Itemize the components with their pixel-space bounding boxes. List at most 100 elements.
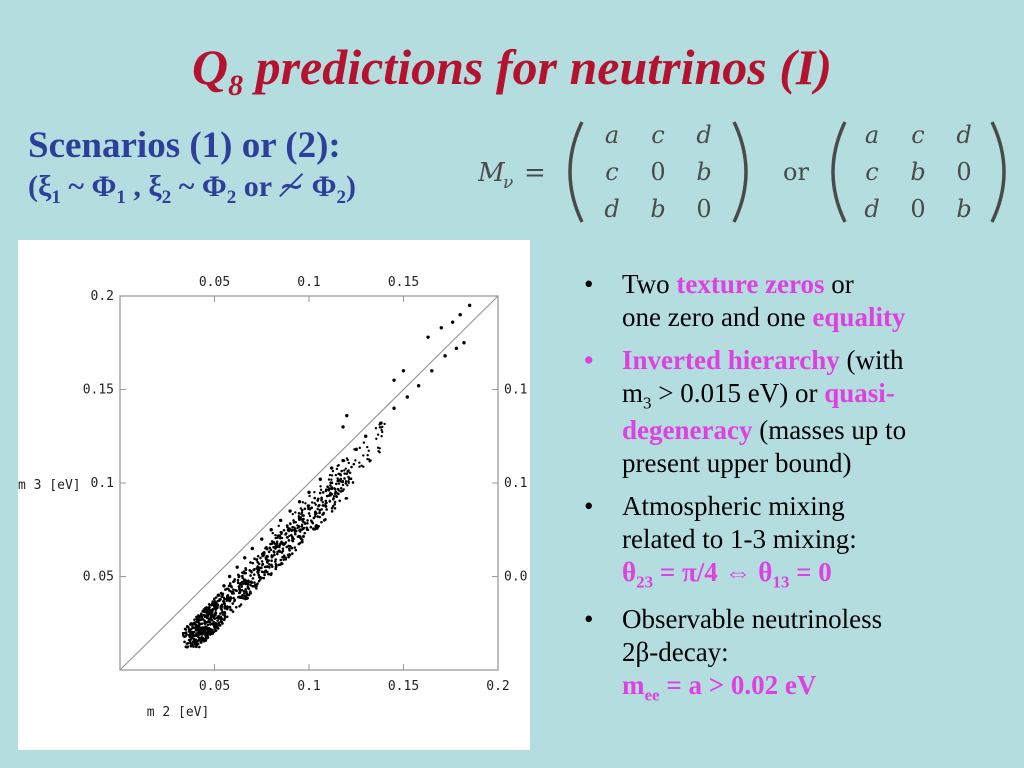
data-point: [189, 632, 193, 635]
data-point: [243, 556, 247, 560]
bullet-double-beta-decay: • Observable neutrinoless 2β-decay: mee …: [584, 603, 883, 705]
data-point: [290, 546, 293, 550]
y-tick-label: 0.05: [83, 570, 114, 585]
data-point: [206, 632, 209, 636]
data-point: [331, 469, 335, 473]
data-point: [225, 605, 229, 608]
data-point: [308, 514, 312, 518]
data-point: [244, 588, 247, 591]
data-point: [217, 621, 220, 625]
data-point: [194, 628, 198, 632]
data-point: [316, 507, 319, 511]
data-point: [202, 613, 206, 617]
data-point: [430, 369, 434, 373]
data-point: [303, 522, 307, 525]
data-point: [462, 341, 466, 345]
data-point: [405, 395, 409, 399]
data-point: [228, 605, 232, 609]
data-point: [306, 521, 309, 525]
data-point: [318, 477, 323, 481]
data-point: [301, 501, 305, 504]
data-point: [344, 497, 348, 500]
data-point: [318, 491, 322, 495]
data-point: [401, 369, 406, 373]
data-point: [270, 565, 274, 568]
data-point: [193, 618, 196, 621]
data-point: [294, 520, 297, 524]
matrix2-entry: 0: [956, 158, 971, 186]
data-point: [228, 582, 232, 585]
data-point: [284, 532, 288, 535]
data-point: [219, 618, 223, 621]
data-point: [328, 473, 332, 477]
data-point: [213, 602, 217, 606]
matrix1-entry: d: [604, 195, 619, 223]
data-point: [319, 488, 323, 491]
data-point: [330, 481, 334, 484]
data-point: [245, 590, 248, 594]
matrix1-entry: c: [651, 121, 664, 149]
data-point: [329, 466, 334, 470]
data-point: [263, 565, 267, 569]
data-point: [303, 507, 307, 511]
data-point: [200, 622, 204, 625]
data-point: [321, 501, 325, 504]
data-point: [333, 492, 337, 495]
data-point: [333, 503, 336, 506]
data-point: [314, 527, 317, 531]
data-point: [344, 482, 348, 485]
data-point: [333, 506, 337, 510]
data-point: [209, 631, 212, 634]
data-point: [236, 573, 240, 577]
data-point: [266, 565, 269, 568]
matrix1-entry: a: [605, 121, 619, 149]
x-top-tick-label: 0.15: [388, 275, 419, 290]
data-point: [278, 563, 282, 566]
data-point: [280, 540, 283, 543]
data-point: [362, 465, 365, 468]
data-point: [224, 588, 227, 591]
data-point: [268, 563, 271, 566]
data-point: [293, 546, 297, 549]
data-point: [241, 594, 244, 597]
data-point: [265, 560, 269, 564]
data-point: [276, 536, 279, 539]
data-point: [325, 508, 328, 511]
data-point: [207, 606, 211, 609]
data-point: [216, 619, 219, 622]
data-point: [183, 640, 186, 644]
data-point: [192, 638, 196, 642]
data-point: [260, 570, 264, 574]
data-point: [307, 512, 311, 515]
data-point: [247, 580, 250, 583]
bullet-atmospheric-mixing: • Atmospheric mixing related to 1-3 mixi…: [584, 490, 857, 592]
data-point: [229, 608, 233, 612]
data-point: [300, 540, 304, 543]
bullet-dot: •: [584, 603, 594, 634]
data-point: [354, 447, 358, 452]
data-point: [212, 597, 216, 601]
data-point: [229, 584, 233, 588]
data-point: [376, 446, 380, 449]
data-point: [458, 313, 462, 317]
data-point: [341, 480, 345, 484]
data-point: [278, 550, 282, 553]
data-point: [242, 590, 246, 593]
data-point: [279, 558, 283, 562]
data-point: [273, 542, 276, 545]
data-point: [332, 496, 335, 500]
data-point: [231, 590, 235, 594]
data-point: [221, 592, 225, 596]
data-point: [366, 454, 369, 457]
data-point: [347, 475, 350, 479]
data-point: [204, 627, 208, 630]
data-point: [339, 487, 343, 490]
data-point: [306, 519, 309, 522]
data-point: [236, 578, 240, 582]
data-point: [300, 523, 304, 526]
data-point: [364, 434, 368, 438]
data-point: [207, 613, 210, 616]
data-point: [264, 569, 267, 573]
data-point: [310, 519, 313, 522]
data-point: [203, 620, 207, 624]
